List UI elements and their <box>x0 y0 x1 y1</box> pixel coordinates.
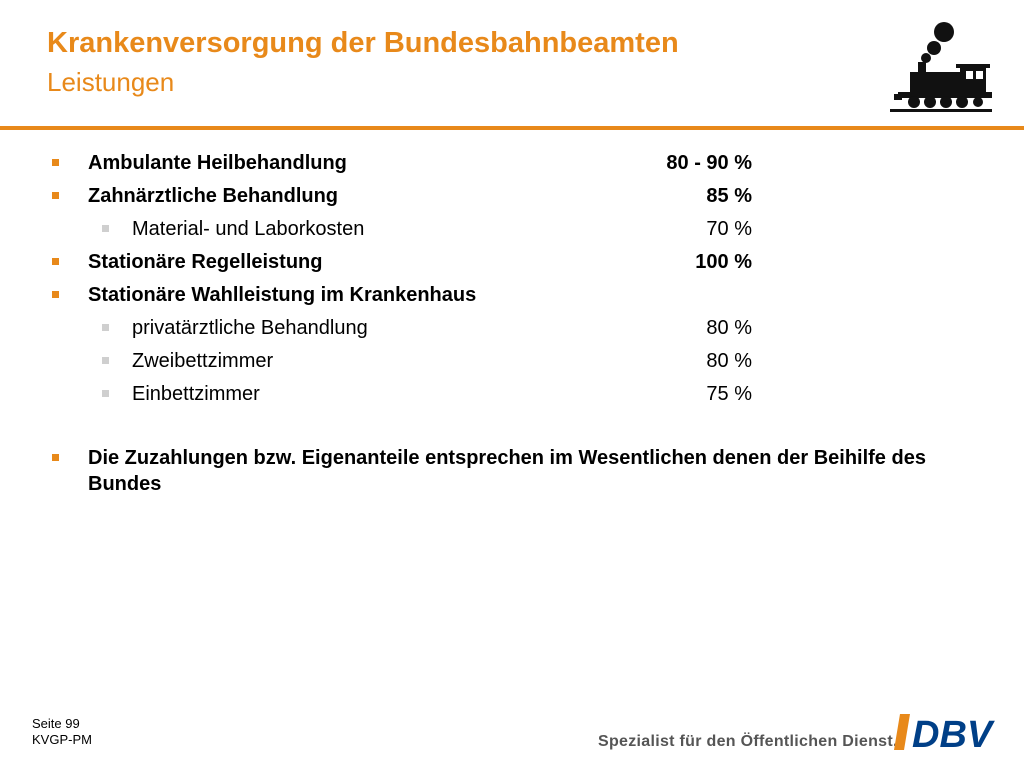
list-item: Ambulante Heilbehandlung <box>52 150 347 176</box>
note-text: Die Zuzahlungen bzw. Eigenanteile entspr… <box>88 447 926 495</box>
item-value: 80 - 90 % <box>666 152 752 174</box>
item-value: 75 % <box>706 383 752 405</box>
list-item: Stationäre Wahlleistung im Krankenhaus <box>52 282 476 308</box>
bullet-icon <box>52 159 59 166</box>
steam-locomotive-icon <box>890 22 992 112</box>
item-value: 80 % <box>706 317 752 339</box>
bullet-icon <box>52 291 59 298</box>
header-divider <box>0 126 1024 130</box>
item-label: Zahnärztliche Behandlung <box>88 185 339 207</box>
document-code: KVGP-PM <box>32 732 92 747</box>
footer-info: Seite 99 KVGP-PM <box>32 716 92 748</box>
list-item: privatärztliche Behandlung <box>102 315 368 341</box>
item-label: privatärztliche Behandlung <box>132 317 368 339</box>
sub-bullet-icon <box>102 324 109 331</box>
page-subtitle: Leistungen <box>47 67 175 97</box>
item-value: 100 % <box>695 251 752 273</box>
dbv-logo: DBV <box>894 714 995 752</box>
page-number: Seite 99 <box>32 716 80 731</box>
list-item: Zweibettzimmer <box>102 348 273 374</box>
sub-bullet-icon <box>102 357 109 364</box>
list-item: Einbettzimmer <box>102 381 260 407</box>
tagline: Spezialist für den Öffentlichen Dienst. <box>598 733 898 750</box>
bullet-icon <box>52 192 59 199</box>
list-item: Zahnärztliche Behandlung <box>52 183 338 209</box>
page-title: Krankenversorgung der Bundesbahnbeamten <box>47 27 679 59</box>
item-value: 70 % <box>706 218 752 240</box>
sub-bullet-icon <box>102 225 109 232</box>
dbv-logo-text: DBV <box>912 714 995 752</box>
item-label: Stationäre Regelleistung <box>88 251 323 273</box>
note-bullet <box>52 454 59 461</box>
list-item: Stationäre Regelleistung <box>52 249 323 275</box>
item-label: Stationäre Wahlleistung im Krankenhaus <box>88 284 477 306</box>
item-value: 85 % <box>706 185 752 207</box>
sub-bullet-icon <box>102 390 109 397</box>
item-label: Material- und Laborkosten <box>132 218 365 240</box>
bullet-icon <box>52 258 59 265</box>
item-label: Zweibettzimmer <box>132 350 274 372</box>
item-label: Ambulante Heilbehandlung <box>88 152 347 174</box>
list-item: Material- und Laborkosten <box>102 216 364 242</box>
item-label: Einbettzimmer <box>132 383 260 405</box>
item-value: 80 % <box>706 350 752 372</box>
